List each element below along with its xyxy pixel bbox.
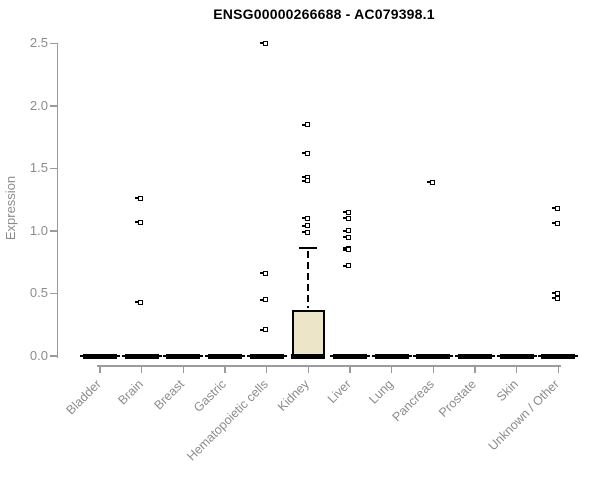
y-tick-label: 0.5 xyxy=(29,285,48,301)
y-tick-label: 2.5 xyxy=(29,35,48,51)
outlier-point xyxy=(260,270,269,276)
outlier-point xyxy=(260,297,269,303)
x-tick-mark xyxy=(557,366,559,373)
median-bar xyxy=(499,353,534,359)
outlier-point xyxy=(343,209,352,215)
y-tick-label: 0.0 xyxy=(29,348,48,363)
x-tick-mark xyxy=(432,366,435,373)
y-tick-mark xyxy=(50,167,57,170)
median-bar xyxy=(166,353,201,359)
x-tick-mark xyxy=(265,366,268,373)
outlier-point xyxy=(301,215,310,221)
x-tick-mark xyxy=(349,366,351,373)
y-tick-mark xyxy=(50,292,57,295)
y-tick-mark xyxy=(50,105,57,107)
outlier-point xyxy=(135,299,144,305)
outlier-point xyxy=(426,179,435,185)
outlier-point xyxy=(343,228,352,234)
y-tick-label: 1.5 xyxy=(29,160,48,176)
outlier-point xyxy=(343,234,352,240)
outlier-point xyxy=(301,150,310,156)
outlier-point xyxy=(260,40,269,46)
chart-title: ENSG00000266688 - AC079398.1 xyxy=(213,6,435,22)
x-tick-mark xyxy=(182,366,185,373)
x-tick-mark xyxy=(474,366,476,373)
x-tick-mark xyxy=(390,366,393,373)
outlier-point xyxy=(301,229,310,235)
outlier-point xyxy=(551,220,560,226)
x-axis-line xyxy=(97,365,561,367)
whisker-cap xyxy=(299,247,318,250)
whisker-line xyxy=(306,251,309,308)
x-tick-mark xyxy=(307,366,310,373)
median-bar xyxy=(416,353,451,359)
median-bar xyxy=(124,353,159,359)
median-bar xyxy=(332,353,367,359)
outlier-point xyxy=(551,205,560,211)
median-bar xyxy=(291,353,326,359)
box-rect xyxy=(291,309,325,356)
median-bar xyxy=(374,353,409,359)
y-tick-label: 1.0 xyxy=(29,222,48,238)
median-bar xyxy=(83,353,117,359)
y-tick-label: 2.0 xyxy=(29,97,48,113)
x-tick-mark xyxy=(99,366,101,373)
x-tick-mark xyxy=(515,366,518,373)
median-bar xyxy=(541,353,576,359)
outlier-point xyxy=(343,247,352,253)
x-tick-mark xyxy=(140,366,143,373)
outlier-point xyxy=(301,178,310,184)
outlier-point xyxy=(301,223,310,229)
outlier-point xyxy=(260,327,269,333)
outlier-point xyxy=(343,263,352,269)
x-category-label: Unknown / Other xyxy=(485,377,563,454)
y-tick-mark xyxy=(50,42,57,44)
median-bar xyxy=(207,353,242,359)
outlier-point xyxy=(551,290,560,296)
outlier-point xyxy=(551,295,560,301)
outlier-point xyxy=(301,122,310,128)
median-bar xyxy=(457,353,492,359)
median-bar xyxy=(249,353,284,359)
outlier-point xyxy=(343,215,352,221)
y-tick-mark xyxy=(50,355,57,357)
x-tick-mark xyxy=(224,366,226,373)
outlier-point xyxy=(135,195,144,201)
y-tick-mark xyxy=(50,230,57,232)
outlier-point xyxy=(135,219,144,225)
y-axis-line xyxy=(56,43,58,358)
